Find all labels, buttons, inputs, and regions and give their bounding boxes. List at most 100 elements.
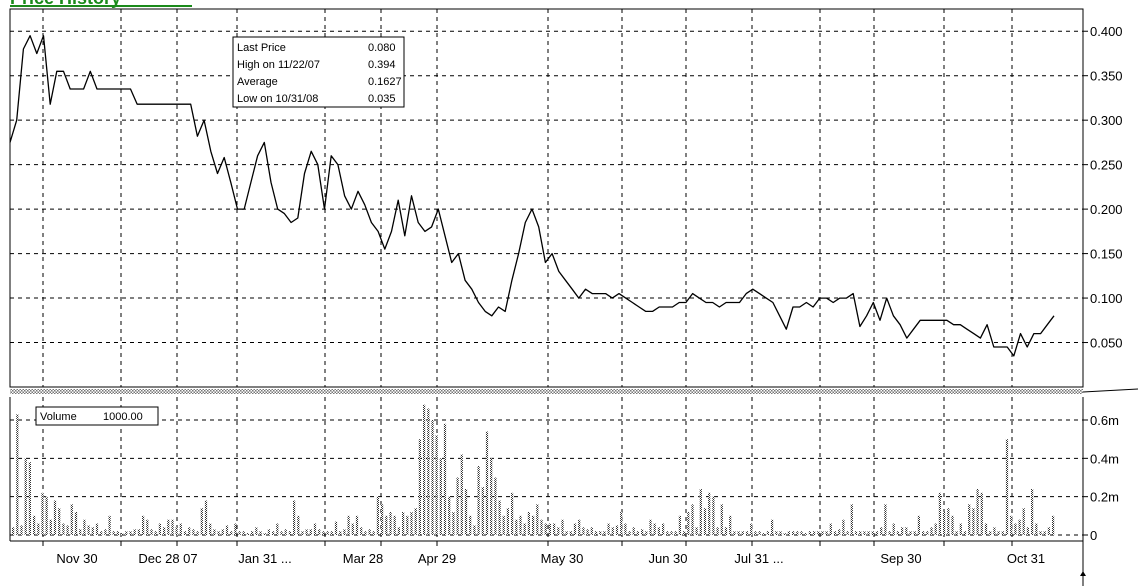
x-axis-tick-label: Mar 28 <box>343 551 383 566</box>
volume-legend-label: Volume <box>40 411 77 423</box>
volume-bar <box>922 531 925 535</box>
volume-bar <box>167 519 170 535</box>
x-axis-tick-label: Nov 30 <box>56 551 97 566</box>
volume-bar <box>993 527 996 535</box>
volume-legend-frame <box>35 406 159 426</box>
volume-bar <box>984 523 988 535</box>
volume-bar <box>12 527 15 535</box>
volume-bar <box>246 533 249 535</box>
volume-bar <box>33 515 36 535</box>
volume-bar <box>234 523 237 535</box>
volume-bar <box>443 423 447 535</box>
volume-bar <box>255 527 258 535</box>
volume-bar <box>414 508 417 535</box>
volume-bar <box>875 531 879 535</box>
volume-bar <box>670 531 673 535</box>
volume-bar <box>108 515 111 535</box>
volume-bar <box>389 512 392 535</box>
volume-bar <box>624 523 627 535</box>
x-axis-tick-label: Jun 30 <box>648 551 687 566</box>
volume-bar <box>53 500 57 535</box>
volume-bar <box>708 492 711 535</box>
volume-bar <box>221 529 224 536</box>
volume-bar <box>24 458 27 535</box>
volume-bar <box>561 519 564 535</box>
volume-bar <box>104 529 107 536</box>
volume-bar <box>259 531 262 535</box>
volume-bar <box>678 515 681 535</box>
volume-bar <box>804 533 807 535</box>
panel-separator <box>10 388 1138 394</box>
volume-bar <box>737 531 740 535</box>
volume-bar <box>309 529 312 536</box>
volume-bar <box>263 533 266 535</box>
volume-bar <box>41 492 44 535</box>
volume-bar <box>313 523 317 535</box>
volume-bar <box>662 523 665 535</box>
volume-bar <box>16 414 19 536</box>
volume-bar <box>594 531 598 535</box>
volume-bar <box>926 531 929 535</box>
volume-bar <box>917 515 920 535</box>
volume-bar <box>683 531 686 535</box>
volume-bar <box>1035 523 1038 535</box>
volume-bar <box>171 519 174 535</box>
info-box-label: High on 11/22/07 <box>237 59 320 71</box>
volume-bar <box>423 404 426 535</box>
volume-bar <box>125 531 128 535</box>
volume-bar <box>293 500 296 535</box>
volume-bar <box>280 531 283 535</box>
volume-bar <box>477 466 480 535</box>
volume-bar <box>79 529 82 536</box>
volume-bars <box>12 404 1055 536</box>
volume-bar <box>460 454 463 535</box>
volume-bar <box>527 512 530 535</box>
volume-bar <box>95 523 99 535</box>
volume-bar <box>188 527 191 535</box>
price-y-tick-label: 0.050 <box>1090 336 1123 351</box>
volume-bar <box>905 527 908 535</box>
volume-bar <box>406 515 409 535</box>
volume-bar <box>871 531 874 535</box>
volume-bar <box>796 531 799 535</box>
volume-bar <box>607 523 610 535</box>
volume-bar <box>397 527 400 535</box>
volume-bar <box>821 531 824 535</box>
volume-bar <box>1022 508 1025 535</box>
volume-bar <box>456 477 459 535</box>
volume-bar <box>989 531 992 535</box>
volume-bar <box>146 519 149 535</box>
volume-bar <box>142 515 145 535</box>
volume-bar <box>674 531 677 535</box>
volume-bar <box>519 515 522 535</box>
volume-bar <box>209 523 212 535</box>
volume-bar <box>586 529 589 536</box>
volume-bar <box>787 531 790 535</box>
volume-bar <box>133 529 136 536</box>
volume-bar <box>435 435 438 535</box>
volume-bar <box>175 527 178 535</box>
volume-bar <box>20 525 23 535</box>
volume-bar <box>200 508 203 535</box>
volume-bar <box>469 515 472 535</box>
volume-legend-box: Volume 1000.00 <box>35 406 159 426</box>
volume-bar <box>1043 531 1046 535</box>
volume-bar <box>49 519 52 535</box>
volume-bar <box>829 523 832 535</box>
volume-bar <box>997 531 1000 535</box>
price-panel: 0.400 0.350 0.300 0.250 0.200 0.150 0.100 0.050… <box>9 8 1123 388</box>
volume-bar <box>502 515 505 535</box>
volume-bar <box>192 529 195 536</box>
volume-bar <box>28 462 31 535</box>
volume-bar <box>213 529 216 536</box>
volume-panel: 0.6m 0.4m 0.2m 0 Volume 1000.00 <box>9 397 1119 543</box>
volume-bar <box>649 519 652 535</box>
volume-bar <box>376 496 379 535</box>
volume-bar <box>385 515 388 535</box>
volume-bar <box>154 531 157 535</box>
volume-bar <box>590 527 593 535</box>
volume-bar <box>825 531 828 535</box>
volume-bar <box>548 523 551 535</box>
volume-bar <box>532 515 535 535</box>
volume-bar <box>301 531 304 535</box>
